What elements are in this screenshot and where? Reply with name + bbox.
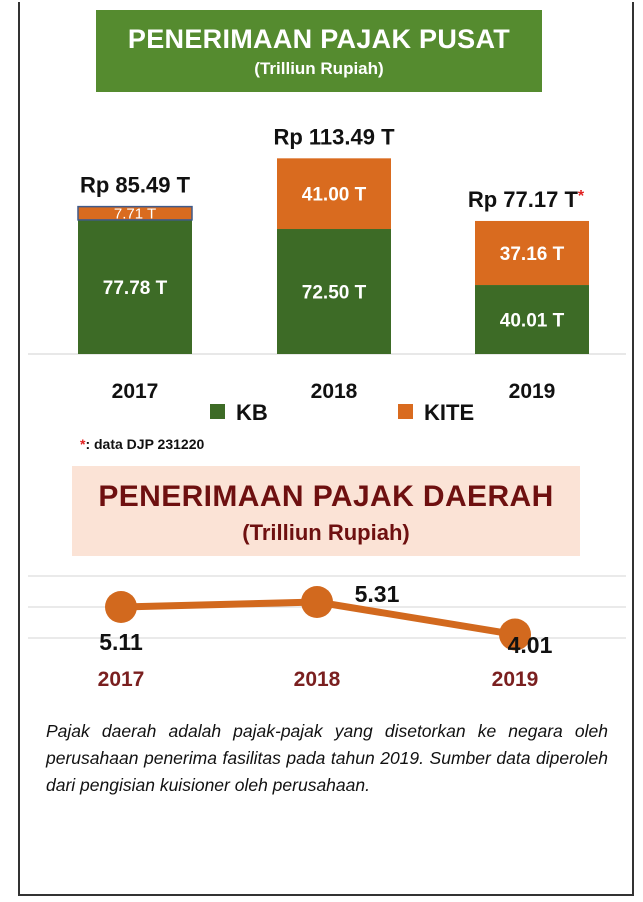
bar-kite-2019 bbox=[475, 220, 589, 286]
bar-total-2017: Rp 85.49 T bbox=[80, 173, 191, 198]
bar-label-kite-2018: 41.00 T bbox=[302, 185, 367, 206]
bar-kb-2017 bbox=[78, 219, 192, 354]
central-tax-bar-chart: 77.78 T 7.71 T Rp 85.49 T 2017 72.50 T 41.00 … bbox=[28, 124, 626, 425]
bar-kite-2018 bbox=[277, 158, 391, 230]
central-tax-subtitle: (Trilliun Rupiah) bbox=[254, 59, 384, 78]
bar-label-kb-2019: 40.01 T bbox=[500, 311, 565, 332]
bar-label-kite-2017: 7.71 T bbox=[114, 205, 156, 222]
infographic-frame bbox=[18, 2, 634, 896]
central-tax-title: PENERIMAAN PAJAK PUSAT bbox=[127, 24, 511, 54]
bar-kb-2018 bbox=[277, 229, 391, 354]
legend-swatch-kb bbox=[210, 404, 225, 419]
legend-swatch-kite bbox=[398, 404, 413, 419]
bar-category-2018: 2018 bbox=[311, 380, 358, 403]
bar-total-star-2019: * bbox=[578, 188, 585, 205]
bar-kb-2019 bbox=[475, 285, 589, 354]
bar-category-2017: 2017 bbox=[112, 380, 159, 403]
footnote-text: : data DJP 231220 bbox=[85, 436, 205, 452]
legend-label-kb: KB bbox=[236, 400, 268, 425]
footnote-star: * bbox=[80, 436, 86, 452]
legend-label-kite: KITE bbox=[424, 400, 474, 425]
regional-tax-title: PENERIMAAN PAJAK DAERAH bbox=[98, 480, 554, 513]
bar-category-2019: 2019 bbox=[509, 380, 556, 403]
bar-total-2019: Rp 77.17 T* bbox=[468, 187, 585, 212]
bar-label-kb-2018: 72.50 T bbox=[302, 283, 367, 304]
footnote: *: data DJP 231220 bbox=[80, 436, 204, 452]
regional-tax-header: PENERIMAAN PAJAK DAERAH (Trilliun Rupiah… bbox=[72, 466, 580, 556]
regional-tax-subtitle: (Trilliun Rupiah) bbox=[242, 520, 410, 545]
bar-label-kite-2019: 37.16 T bbox=[500, 244, 565, 265]
explanation-note: Pajak daerah adalah pajak-pajak yang dis… bbox=[46, 721, 608, 795]
bar-total-2018: Rp 113.49 T bbox=[273, 124, 395, 149]
bar-label-kb-2017: 77.78 T bbox=[103, 278, 168, 299]
central-tax-header: PENERIMAAN PAJAK PUSAT (Trilliun Rupiah) bbox=[96, 10, 542, 92]
bar-kite-2017 bbox=[77, 205, 193, 221]
